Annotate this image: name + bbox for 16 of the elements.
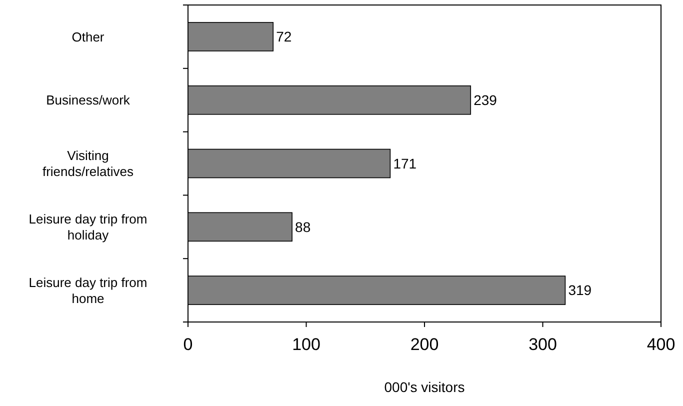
y-tick-label: Leisure day trip from holiday (28, 211, 148, 242)
data-label: 88 (295, 218, 311, 235)
x-tick-label: 100 (292, 335, 320, 354)
x-axis-title: 000's visitors (384, 379, 465, 395)
y-tick-label: Other (72, 29, 105, 44)
data-label: 171 (393, 155, 417, 172)
x-tick-label: 200 (410, 335, 439, 354)
data-label: 239 (474, 92, 498, 108)
data-label: 72 (276, 28, 292, 45)
y-tick-label: Visiting friends/relatives (42, 148, 134, 180)
y-tick-label: Business/work (46, 92, 130, 108)
x-tick-label: 300 (528, 335, 557, 354)
y-tick-label: Leisure day trip from home (28, 274, 148, 306)
x-tick-label: 0 (183, 335, 193, 354)
x-tick-label: 400 (646, 335, 676, 354)
data-label: 319 (568, 282, 592, 298)
